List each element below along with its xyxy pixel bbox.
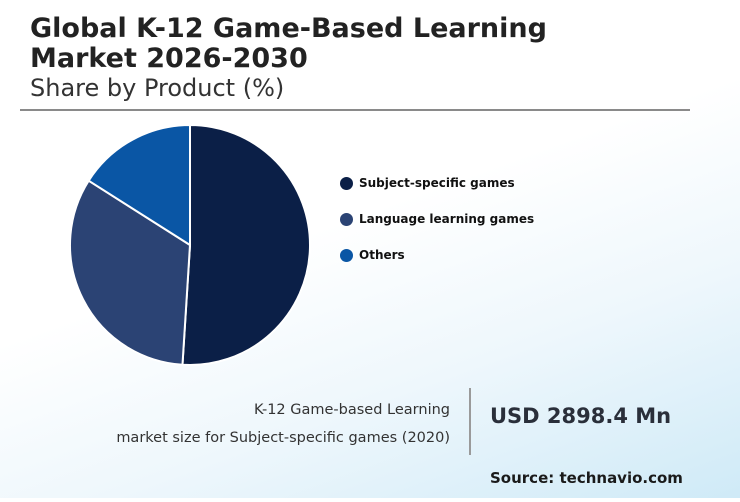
stat-divider — [469, 388, 471, 455]
market-size-line-1: K-12 Game-based Learning — [253, 402, 450, 418]
legend-item: Language learning games — [340, 208, 534, 230]
legend-swatch — [340, 212, 353, 226]
pie-slice-others — [87, 123, 191, 247]
source-credit: Source: technavio.com — [490, 469, 683, 487]
legend-item: Others — [340, 244, 534, 266]
market-size-value: USD 2898.4 Mn — [490, 404, 672, 428]
legend-label: Others — [359, 248, 405, 262]
market-size-description: K-12 Game-based Learning market size for… — [116, 396, 450, 452]
market-size-line-2: market size for Subject-specific games (… — [116, 430, 450, 446]
chart-title: Global K-12 Game-Based Learning Market 2… — [30, 14, 590, 74]
chart-title-text: Global K-12 Game-Based Learning Market 2… — [30, 13, 547, 74]
chart-subtitle: Share by Product (%) — [30, 74, 285, 102]
pie-slice-subject-specific-games — [181, 123, 312, 366]
legend-swatch — [340, 248, 353, 262]
legend-label: Subject-specific games — [359, 176, 515, 190]
title-divider — [20, 109, 690, 111]
chart-legend: Subject-specific games Language learning… — [340, 172, 534, 280]
legend-label: Language learning games — [359, 212, 535, 226]
legend-item: Subject-specific games — [340, 172, 534, 194]
legend-swatch — [340, 176, 353, 190]
